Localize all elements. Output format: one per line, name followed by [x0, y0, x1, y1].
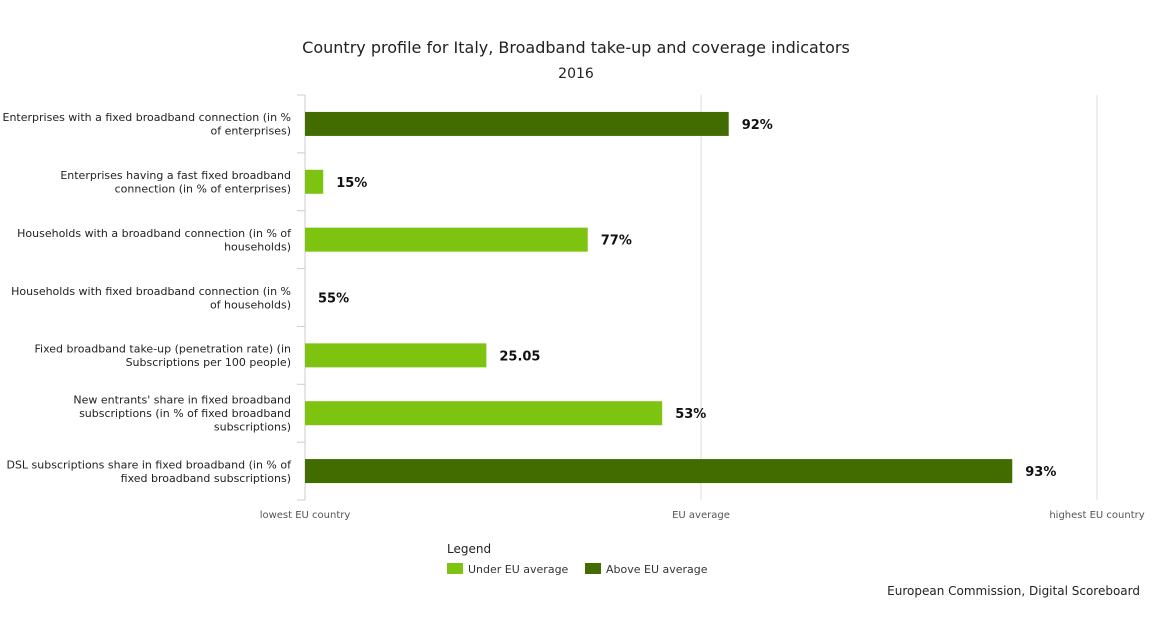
category-label: Enterprises having a fast fixed broadban…: [60, 169, 291, 196]
category-label-line: subscriptions (in % of fixed broadband: [79, 407, 291, 420]
bar[interactable]: [305, 227, 588, 252]
category-label: Households with a broadband connection (…: [17, 227, 292, 254]
data-label: 92%: [742, 118, 773, 133]
legend: Legend Under EU average Above EU average: [447, 542, 708, 576]
data-label: 55%: [318, 292, 349, 307]
chart-credits[interactable]: European Commission, Digital Scoreboard: [887, 584, 1140, 598]
category-axis: Enterprises with a fixed broadband conne…: [3, 94, 306, 501]
category-label-line: fixed broadband subscriptions): [121, 472, 291, 485]
category-label: Fixed broadband take-up (penetration rat…: [35, 343, 292, 370]
category-label-line: Enterprises having a fast fixed broadban…: [60, 169, 291, 182]
data-label: 93%: [1025, 465, 1056, 480]
chart-title: Country profile for Italy, Broadband tak…: [302, 38, 850, 57]
legend-swatch: [447, 563, 463, 574]
category-label-line: households): [224, 240, 291, 253]
gridlines: [700, 95, 1098, 500]
x-tick-label: lowest EU country: [260, 510, 351, 521]
category-label-line: Households with a broadband connection (…: [17, 227, 292, 240]
legend-item[interactable]: Under EU average: [447, 563, 569, 576]
data-label: 15%: [336, 176, 367, 191]
category-label-line: Subscriptions per 100 people): [126, 356, 291, 369]
bar-series: 92% 15% 77% 55% 25.05 53% 93%: [305, 111, 1056, 484]
category-label-line: of households): [210, 298, 291, 311]
category-label-line: connection (in % of enterprises): [115, 183, 291, 196]
category-label-line: of enterprises): [210, 125, 291, 138]
legend-item[interactable]: Above EU average: [585, 563, 708, 576]
category-label: DSL subscriptions share in fixed broadba…: [6, 458, 292, 485]
chart-subtitle: 2016: [558, 66, 594, 82]
bar[interactable]: [305, 169, 324, 194]
x-tick-label: highest EU country: [1049, 510, 1144, 521]
data-label: 25.05: [499, 349, 540, 364]
x-tick-label: EU average: [672, 510, 730, 521]
category-label-line: Households with fixed broadband connecti…: [11, 285, 291, 298]
bar[interactable]: [305, 459, 1013, 484]
data-label: 77%: [601, 234, 632, 249]
category-label-line: New entrants' share in fixed broadband: [73, 394, 291, 407]
category-label-line: subscriptions): [214, 421, 291, 434]
bar[interactable]: [305, 111, 729, 136]
bar[interactable]: [305, 343, 487, 368]
category-label: Households with fixed broadband connecti…: [11, 285, 291, 312]
category-label-line: Enterprises with a fixed broadband conne…: [3, 111, 292, 124]
legend-swatch: [585, 563, 601, 574]
data-label: 53%: [675, 407, 706, 422]
category-label: New entrants' share in fixed broadband su…: [73, 394, 291, 434]
category-label: Enterprises with a fixed broadband conne…: [3, 111, 292, 138]
category-label-line: DSL subscriptions share in fixed broadba…: [6, 458, 292, 471]
bar[interactable]: [305, 401, 663, 426]
legend-label: Under EU average: [468, 563, 569, 576]
legend-label: Above EU average: [606, 563, 708, 576]
category-label-line: Fixed broadband take-up (penetration rat…: [35, 343, 292, 356]
legend-title: Legend: [447, 542, 491, 556]
x-axis-labels: lowest EU country EU average highest EU co…: [260, 510, 1145, 521]
